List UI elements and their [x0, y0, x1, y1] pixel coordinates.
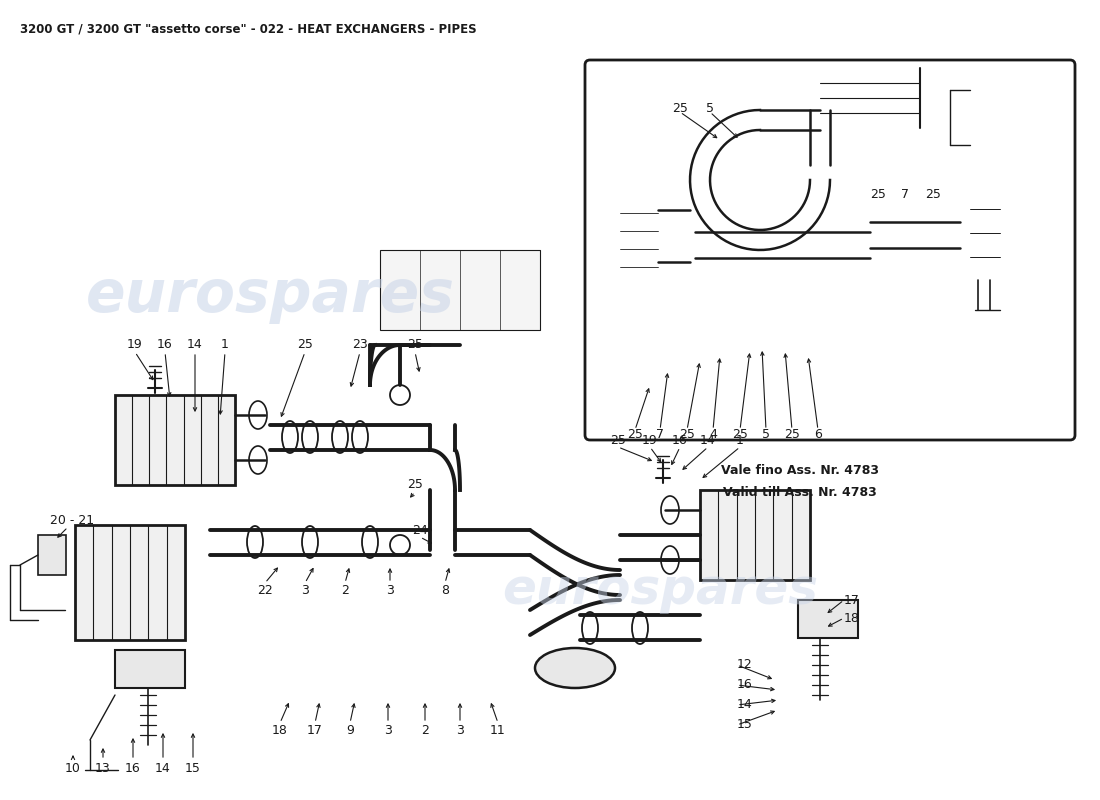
- Text: 11: 11: [491, 723, 506, 737]
- Text: 4: 4: [710, 429, 717, 442]
- Text: 25: 25: [925, 189, 940, 202]
- Text: 16: 16: [157, 338, 173, 351]
- Text: 14: 14: [700, 434, 716, 446]
- Bar: [379, 250, 540, 330]
- Text: 25: 25: [784, 429, 800, 442]
- Text: 25: 25: [407, 338, 422, 351]
- Bar: [75, 525, 185, 640]
- Text: 2: 2: [341, 583, 349, 597]
- Text: 2: 2: [421, 723, 429, 737]
- Text: Vale fino Ass. Nr. 4783: Vale fino Ass. Nr. 4783: [720, 463, 879, 477]
- Text: 16: 16: [672, 434, 688, 446]
- Text: 14: 14: [155, 762, 170, 774]
- Text: 18: 18: [844, 611, 860, 625]
- Text: 23: 23: [352, 338, 367, 351]
- Text: eurospares: eurospares: [502, 566, 818, 614]
- Text: 14: 14: [737, 698, 752, 711]
- Text: 7: 7: [656, 429, 664, 442]
- Ellipse shape: [535, 648, 615, 688]
- Bar: [39, 535, 66, 575]
- Bar: [116, 650, 185, 688]
- Text: 18: 18: [272, 723, 288, 737]
- Bar: [798, 600, 858, 638]
- Text: 3: 3: [456, 723, 464, 737]
- Text: Valid till Ass. Nr. 4783: Valid till Ass. Nr. 4783: [723, 486, 877, 498]
- Text: 15: 15: [737, 718, 752, 731]
- Text: 10: 10: [65, 762, 81, 774]
- Text: 17: 17: [844, 594, 860, 606]
- Text: 3200 GT / 3200 GT "assetto corse" - 022 - HEAT EXCHANGERS - PIPES: 3200 GT / 3200 GT "assetto corse" - 022 …: [20, 22, 476, 35]
- Text: 3: 3: [386, 583, 394, 597]
- Text: 3: 3: [301, 583, 309, 597]
- Text: 15: 15: [185, 762, 201, 774]
- Text: 5: 5: [762, 429, 770, 442]
- Text: 16: 16: [737, 678, 752, 691]
- Text: 25: 25: [672, 102, 688, 114]
- Text: 25: 25: [297, 338, 312, 351]
- Text: 25: 25: [733, 429, 748, 442]
- Text: 8: 8: [441, 583, 449, 597]
- Bar: [700, 490, 810, 580]
- Text: 3: 3: [384, 723, 392, 737]
- Bar: [970, 185, 1000, 280]
- Bar: [116, 395, 235, 485]
- Text: 25: 25: [627, 429, 642, 442]
- Text: 25: 25: [610, 434, 626, 446]
- FancyBboxPatch shape: [585, 60, 1075, 440]
- Text: 6: 6: [814, 429, 822, 442]
- Bar: [820, 68, 920, 128]
- Text: 19: 19: [128, 338, 143, 351]
- Bar: [620, 195, 658, 285]
- Text: 17: 17: [307, 723, 323, 737]
- Text: eurospares: eurospares: [86, 266, 454, 323]
- Text: 25: 25: [407, 478, 422, 491]
- Text: 24: 24: [412, 523, 428, 537]
- Text: 22: 22: [257, 583, 273, 597]
- Text: 13: 13: [95, 762, 111, 774]
- Text: 9: 9: [346, 723, 354, 737]
- Text: 19: 19: [642, 434, 658, 446]
- Text: 20 - 21: 20 - 21: [50, 514, 95, 526]
- Text: 25: 25: [679, 429, 695, 442]
- Text: 1: 1: [221, 338, 229, 351]
- Text: 5: 5: [706, 102, 714, 114]
- Text: 25: 25: [870, 189, 886, 202]
- Text: 12: 12: [737, 658, 752, 671]
- Text: 16: 16: [125, 762, 141, 774]
- Text: 14: 14: [187, 338, 202, 351]
- Text: 7: 7: [901, 189, 909, 202]
- Text: 1: 1: [736, 434, 744, 446]
